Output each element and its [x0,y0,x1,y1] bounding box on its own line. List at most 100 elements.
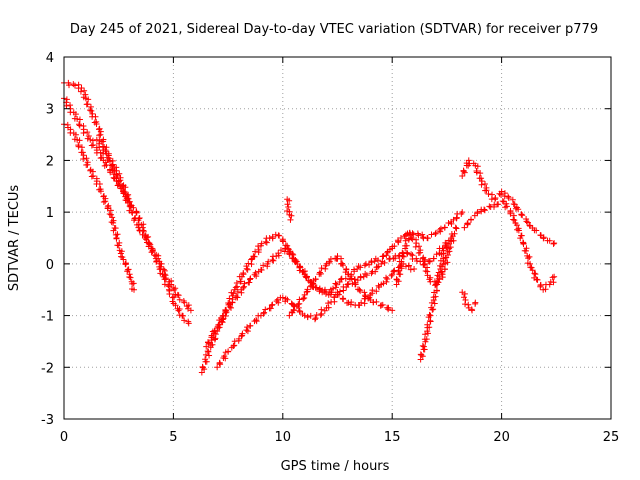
data-point-interp [126,274,133,281]
data-point-interp [509,196,516,203]
data-point [498,188,505,195]
data-point-interp [244,324,251,331]
data-point [354,266,361,273]
data-point-interp [284,296,291,303]
data-point-interp [392,255,399,262]
data-point-interp [100,199,107,206]
data-point-interp [362,292,369,299]
data-point-interp [202,351,209,358]
data-point-interp [325,304,332,311]
data-point-interp [226,295,233,302]
data-point-interp [533,227,540,234]
data-point-interp [78,144,85,151]
data-point-interp [290,306,297,313]
data-point-interp [431,300,438,307]
data-point-interp [412,243,419,250]
data-point-interp [76,116,83,123]
data-point-interp [406,235,413,242]
data-point [290,255,297,262]
data-point [113,178,120,185]
data-point-interp [422,331,429,338]
data-point-interp [384,275,391,282]
data-point-interp [124,266,131,273]
data-point-interp [124,195,131,202]
data-point-interp [344,281,351,288]
data-point [71,82,78,89]
data-point-interp [481,207,488,214]
data-point-interp [133,209,140,216]
data-point-interp [153,258,160,265]
data-point-interp [473,169,480,176]
data-point-interp [103,162,110,169]
data-point-interp [108,162,115,169]
data-point-interp [225,348,232,355]
data-point-interp [428,304,435,311]
data-point-interp [372,268,379,275]
data-point-interp [208,332,215,339]
data-point-interp [546,237,553,244]
data-point [336,278,343,285]
data-point-interp [291,258,298,265]
data-point-interp [335,291,342,298]
data-point [485,191,492,198]
data-point-interp [529,267,536,274]
data-point-interp [240,284,247,291]
data-point-interp [326,259,333,266]
data-point-interp [96,125,103,132]
data-point-interp [180,312,187,319]
data-point-interp [122,184,129,191]
data-point-interp [393,276,400,283]
data-point-interp [245,260,252,267]
data-point-interp [202,356,209,363]
data-point-interp [329,285,336,292]
data-point-interp [290,251,297,258]
data-point-interp [424,235,431,242]
data-point [312,315,319,322]
data-point-interp [80,155,87,162]
data-point-interp [323,289,330,296]
data-point-interp [82,91,89,98]
data-point-interp [96,137,103,144]
data-point-interp [453,225,460,232]
data-point-interp [102,198,109,205]
data-point-interp [84,135,91,142]
data-point-interp [417,351,424,358]
data-point-interp [99,143,106,150]
data-point-interp [260,262,267,269]
data-point [380,253,387,260]
data-point-interp [438,269,445,276]
data-point-interp [304,286,311,293]
data-point-interp [352,281,359,288]
data-point-interp [483,187,490,194]
data-point-interp [88,107,95,114]
data-point-interp [238,333,245,340]
data-point-interp [426,257,433,264]
data-point-interp [81,87,88,94]
data-point [427,312,434,319]
data-point-interp [441,224,448,231]
data-point-interp [253,318,260,325]
data-point [285,203,292,210]
data-point-interp [481,181,488,188]
data-point-interp [262,306,269,313]
data-point-interp [76,121,83,128]
data-point [389,307,396,314]
data-point-interp [296,296,303,303]
data-point-interp [331,294,338,301]
data-point-interp [252,248,259,255]
data-point-interp [348,299,355,306]
data-point-interp [171,286,178,293]
data-point-interp [477,170,484,177]
data-point-interp [130,204,137,211]
data-point-interp [129,280,136,287]
data-point-interp [105,152,112,159]
y-tick-label: -1 [41,310,54,325]
data-point-interp [421,256,428,263]
data-point-interp [253,316,260,323]
data-point-interp [430,255,437,262]
data-point-interp [427,318,434,325]
data-point-interp [286,197,293,204]
data-point-interp [277,247,284,254]
y-tick-label: 2 [46,154,54,169]
data-point-interp [260,310,267,317]
